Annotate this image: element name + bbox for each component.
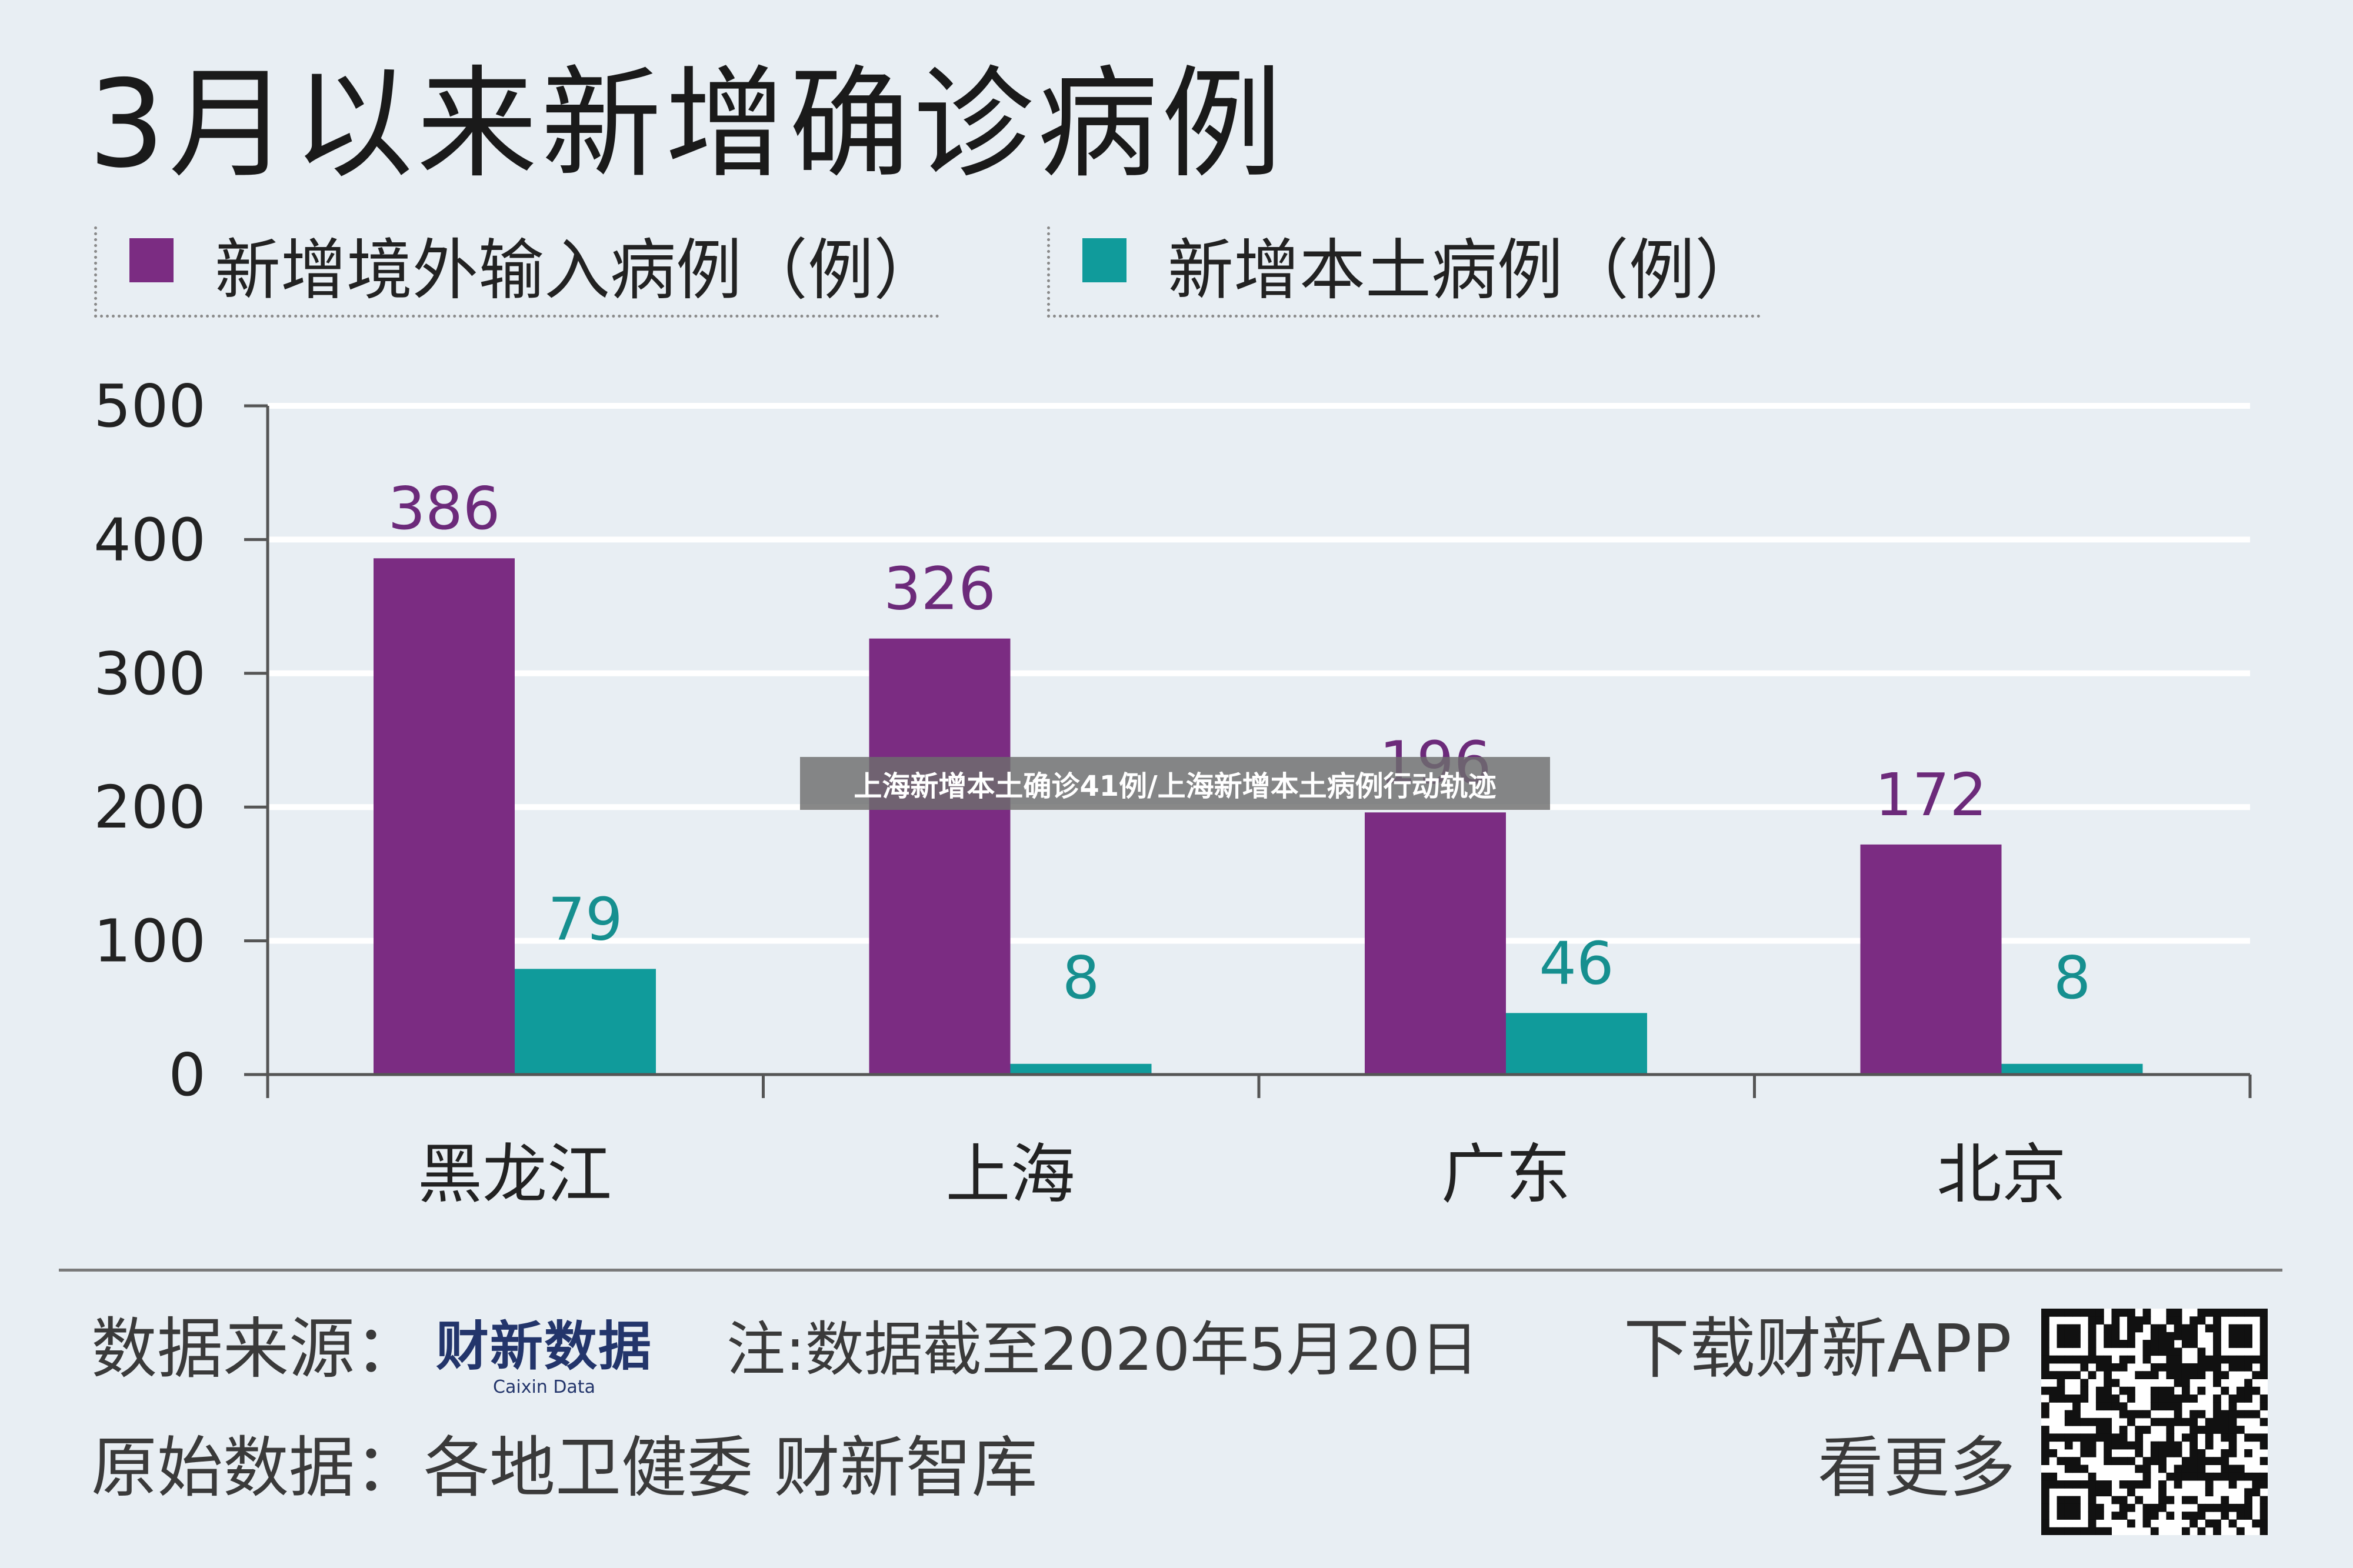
x-tick-label: 北京	[1937, 1137, 2067, 1212]
data-label: 172	[1875, 760, 1987, 829]
bar	[869, 638, 1011, 1075]
bar	[515, 969, 656, 1075]
data-label: 386	[388, 474, 501, 543]
x-tick-label: 黑龙江	[418, 1137, 612, 1212]
bar	[2001, 1063, 2143, 1075]
bar	[374, 558, 515, 1075]
legend-label-imported: 新增境外输入病例（例）	[215, 232, 939, 309]
brand-sub: Caixin Data	[493, 1377, 595, 1397]
y-tick-labels: 0 100 200 300 400 500	[94, 372, 206, 1109]
data-note: 注:数据截至2020年5月20日	[726, 1315, 1479, 1384]
source-label: 数据来源：	[91, 1311, 421, 1387]
bars	[374, 558, 2143, 1075]
x-tick-label: 广东	[1441, 1137, 1571, 1212]
y-tick-label: 400	[94, 505, 206, 574]
axes	[266, 406, 2252, 1098]
data-label: 326	[884, 555, 996, 623]
footer-divider	[59, 1269, 2282, 1272]
bar	[1010, 1063, 1152, 1075]
legend-swatch-local	[1082, 238, 1126, 282]
download-app-text[interactable]: 下载财新APP	[1624, 1311, 2012, 1387]
legend-label-local: 新增本土病例（例）	[1168, 232, 1761, 309]
x-tick-labels: 黑龙江 上海 广东 北京	[418, 1137, 2067, 1212]
qr-code-icon[interactable]	[2041, 1309, 2268, 1536]
caixin-data-logo: 财新数据 Caixin Data	[432, 1316, 656, 1398]
y-tick-label: 300	[94, 639, 206, 708]
legend-swatch-imported	[129, 238, 174, 282]
bar	[1860, 844, 2002, 1075]
y-tick-label: 0	[168, 1040, 206, 1109]
data-labels: 386793268196461728	[388, 474, 2091, 1012]
legend-item-local: 新增本土病例（例）	[1047, 226, 1761, 318]
brand-name: 财新数据	[436, 1316, 652, 1377]
bar	[1506, 1013, 1647, 1075]
see-more-text[interactable]: 看更多	[1818, 1430, 2015, 1506]
data-label: 8	[1062, 943, 1100, 1012]
data-label: 46	[1539, 929, 1614, 997]
bar	[1365, 812, 1506, 1075]
y-tick-label: 200	[94, 773, 206, 842]
overlay-caption[interactable]: 上海新增本土确诊41例/上海新增本土病例行动轨迹	[800, 757, 1550, 810]
y-tick-label: 100	[94, 907, 206, 976]
chart-title: 3月以来新增确诊病例	[88, 55, 1286, 195]
x-tick-label: 上海	[946, 1137, 1075, 1212]
data-label: 8	[2054, 943, 2091, 1012]
raw-data-sources: 各地卫健委 财新智库	[424, 1430, 1038, 1506]
legend-item-imported: 新增境外输入病例（例）	[94, 226, 939, 318]
y-tick-label: 500	[94, 372, 206, 441]
raw-data-label: 原始数据：	[91, 1430, 421, 1506]
data-label: 79	[548, 885, 622, 953]
